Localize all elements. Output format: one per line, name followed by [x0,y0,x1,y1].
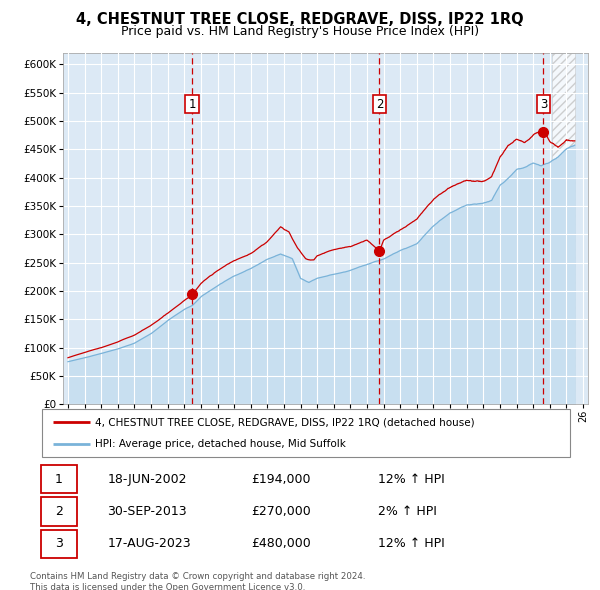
Text: 4, CHESTNUT TREE CLOSE, REDGRAVE, DISS, IP22 1RQ: 4, CHESTNUT TREE CLOSE, REDGRAVE, DISS, … [76,12,524,27]
FancyBboxPatch shape [41,497,77,526]
Text: 1: 1 [55,473,63,486]
Text: 2% ↑ HPI: 2% ↑ HPI [378,505,437,518]
Text: 18-JUN-2002: 18-JUN-2002 [107,473,187,486]
Text: 30-SEP-2013: 30-SEP-2013 [107,505,187,518]
FancyBboxPatch shape [41,466,77,493]
Text: 17-AUG-2023: 17-AUG-2023 [107,537,191,550]
Text: 12% ↑ HPI: 12% ↑ HPI [378,537,445,550]
Text: £194,000: £194,000 [251,473,310,486]
Text: 1: 1 [188,97,196,110]
Text: Price paid vs. HM Land Registry's House Price Index (HPI): Price paid vs. HM Land Registry's House … [121,25,479,38]
Text: This data is licensed under the Open Government Licence v3.0.: This data is licensed under the Open Gov… [30,583,305,590]
Text: 2: 2 [55,505,63,518]
Text: 4, CHESTNUT TREE CLOSE, REDGRAVE, DISS, IP22 1RQ (detached house): 4, CHESTNUT TREE CLOSE, REDGRAVE, DISS, … [95,417,475,427]
FancyBboxPatch shape [41,530,77,558]
Text: Contains HM Land Registry data © Crown copyright and database right 2024.: Contains HM Land Registry data © Crown c… [30,572,365,581]
Text: HPI: Average price, detached house, Mid Suffolk: HPI: Average price, detached house, Mid … [95,439,346,449]
Text: 2: 2 [376,97,383,110]
Text: £480,000: £480,000 [251,537,311,550]
Text: 3: 3 [540,97,547,110]
Text: 12% ↑ HPI: 12% ↑ HPI [378,473,445,486]
Text: £270,000: £270,000 [251,505,311,518]
Text: 3: 3 [55,537,63,550]
